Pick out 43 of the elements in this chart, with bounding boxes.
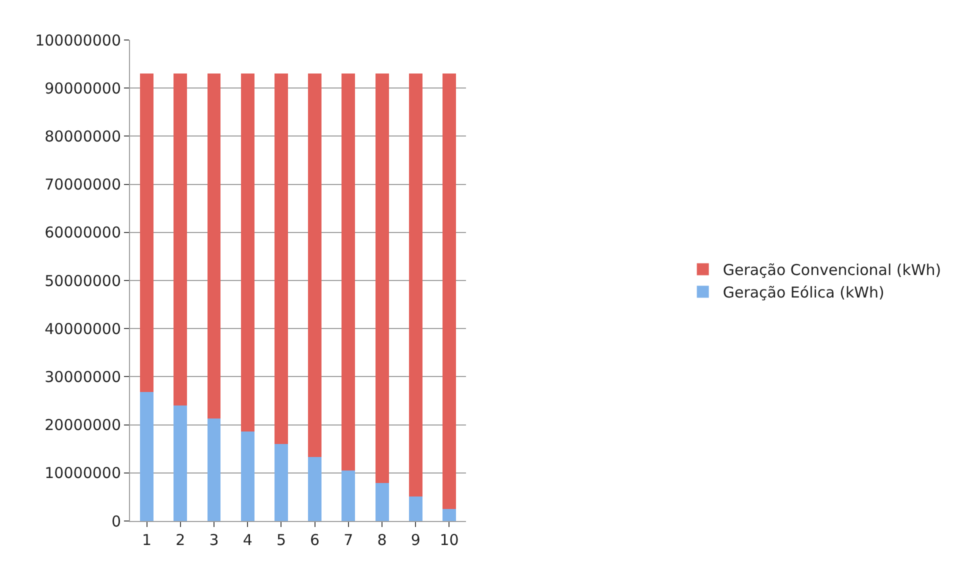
bar — [274, 444, 288, 521]
y-tick-label: 20000000 — [44, 416, 121, 434]
bar — [408, 74, 422, 496]
x-tick-label: 9 — [410, 531, 420, 549]
y-tick-label: 60000000 — [44, 224, 121, 242]
x-tick-label: 4 — [242, 531, 252, 549]
y-tick-label: 10000000 — [44, 464, 121, 482]
y-tick-label: 80000000 — [44, 127, 121, 146]
bar — [140, 74, 154, 392]
bar — [442, 508, 456, 521]
legend-label: Geração Convencional (kWh) — [722, 261, 942, 280]
y-tick-label: 100000000 — [35, 31, 121, 50]
bar — [274, 74, 288, 444]
bar — [174, 74, 188, 406]
bar — [140, 392, 154, 521]
x-tick-label: 8 — [377, 531, 387, 549]
x-tick-label: 3 — [209, 531, 219, 549]
y-tick-label: 70000000 — [44, 176, 121, 194]
bar — [174, 406, 188, 521]
y-tick-label: 30000000 — [44, 368, 121, 386]
legend-label: Geração Eólica (kWh) — [722, 284, 884, 302]
y-tick-label: 40000000 — [44, 320, 121, 338]
bar — [240, 432, 254, 521]
y-tick-label: 90000000 — [44, 79, 121, 98]
bar — [375, 483, 389, 521]
bar — [375, 74, 389, 483]
x-tick-label: 1 — [142, 531, 152, 549]
bar — [240, 74, 254, 432]
y-tick-label: 0 — [111, 512, 121, 530]
x-tick-label: 6 — [310, 531, 320, 549]
bar — [308, 457, 322, 521]
x-tick-label: 5 — [276, 531, 286, 549]
x-tick-label: 10 — [440, 531, 459, 549]
bar — [342, 470, 356, 521]
bar — [207, 74, 221, 419]
bar — [342, 74, 356, 470]
bar — [207, 418, 221, 521]
y-tick-label: 50000000 — [44, 272, 121, 290]
x-tick-label: 2 — [176, 531, 186, 549]
bar — [442, 74, 456, 509]
x-tick-label: 7 — [344, 531, 354, 549]
bar — [408, 496, 422, 521]
bar — [308, 74, 322, 458]
